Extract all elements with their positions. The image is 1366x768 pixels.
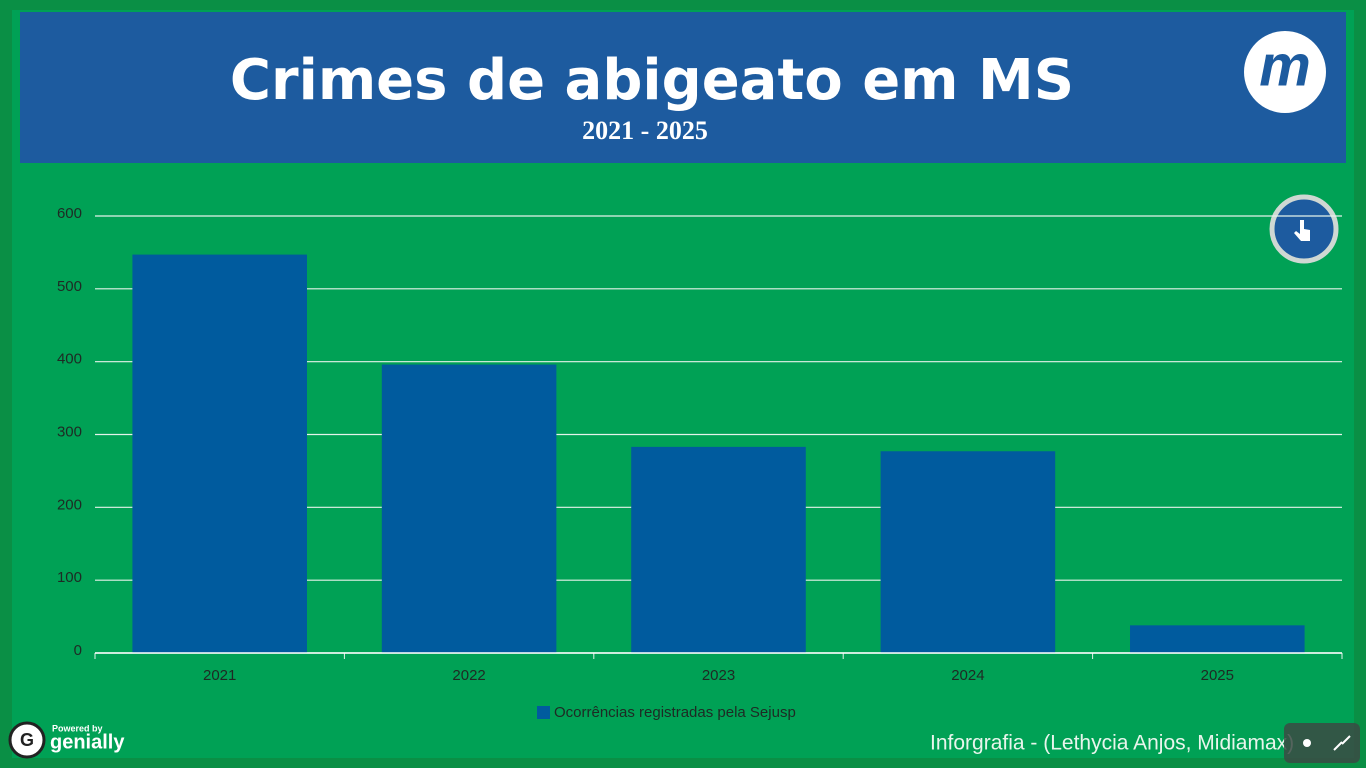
logo-circle (1244, 31, 1326, 113)
y-tick-label: 100 (57, 569, 82, 586)
share-controls[interactable] (1284, 723, 1360, 763)
y-tick-label: 0 (74, 642, 82, 659)
brand: genially (50, 731, 125, 753)
x-tick-label: 2021 (203, 667, 236, 684)
credit: Inforgrafia - (Lethycia Anjos, Midiamax) (930, 732, 1294, 755)
logo: m (1259, 33, 1311, 98)
subtitle: 2021 - 2025 (582, 116, 708, 145)
touch-icon (1294, 220, 1310, 241)
x-tick-label: 2022 (452, 667, 485, 684)
y-tick-label: 600 (57, 205, 82, 222)
y-tick-label: 300 (57, 423, 82, 440)
header-band (20, 12, 1346, 163)
bar (631, 446, 806, 653)
x-tick-label: 2024 (951, 667, 984, 684)
y-tick-label: 500 (57, 278, 82, 295)
bar (381, 364, 557, 653)
plot: 0 100 200 300 400 500 600 2021 2022 2023 2024 2025 O… (57, 205, 1343, 721)
genially-logo (8, 721, 46, 759)
bar (880, 451, 1056, 653)
y-tick-label: 400 (57, 351, 82, 368)
x-tick-label: 2023 (702, 667, 735, 684)
bar (1130, 625, 1305, 653)
legend-swatch (537, 706, 550, 719)
x-tick-label: 2025 (1201, 667, 1234, 684)
bar (132, 254, 307, 653)
share-icon[interactable] (1303, 739, 1311, 747)
title: Crimes de abigeato em MS (230, 48, 1074, 113)
fullscreen-icon[interactable] (1333, 735, 1351, 751)
powered-by: Powered by (52, 723, 103, 733)
genially-mark: G (20, 730, 34, 750)
y-tick-label: 200 (57, 496, 82, 513)
legend-label: Ocorrências registradas pela Sejusp (554, 704, 796, 721)
